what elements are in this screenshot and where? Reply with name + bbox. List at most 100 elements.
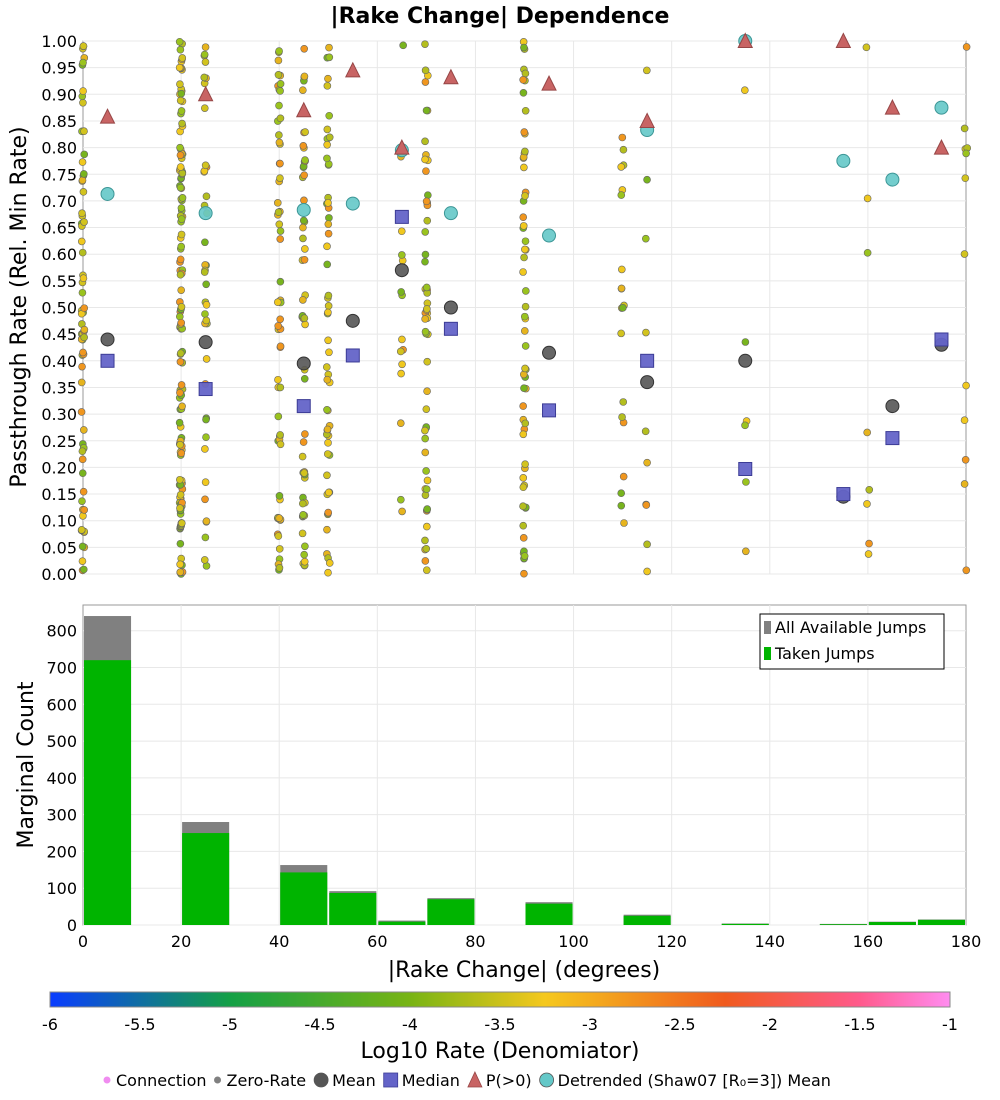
legend-item: Zero-Rate [214,1071,306,1090]
scatter-data-point [421,327,430,336]
median-marker [542,403,557,418]
scatter-data-point [79,348,87,357]
mean-icon [313,1072,329,1088]
scatter-data-point [960,250,969,258]
detrended-mean-marker [836,153,851,168]
scatter-data-point [519,502,527,511]
scatter-data-point [299,142,308,150]
median-marker [836,487,851,502]
scatter-data-point [323,425,332,434]
scatter-data-point [201,495,209,504]
scatter-data-point [176,183,185,192]
chart-title: |Rake Change| Dependence [331,4,670,29]
scatter-data-point [176,45,185,54]
scatter-data-point [643,175,651,184]
scatter-data-point [176,80,184,88]
scatter-data-point [325,43,333,52]
scatter-data-point [421,155,429,164]
legend-swatch-all-jumps [764,621,771,634]
legend-item: Median [383,1071,460,1090]
scatter-data-point [519,402,527,410]
scatter-data-point [619,472,628,481]
scatter-y-tick-label: 0.50 [41,299,77,318]
colorbar-tick-label: -2 [762,1015,778,1034]
scatter-data-point [962,566,971,575]
p-positive-marker [197,85,214,102]
scatter-data-point [619,398,628,406]
scatter-data-point [202,355,211,363]
detrended-mean-marker [885,172,900,187]
scatter-data-point [276,159,284,168]
scatter-data-point [421,228,430,236]
scatter-data-point [422,167,430,175]
scatter-data-point [618,133,627,142]
scatter-data-point [323,125,332,134]
scatter-data-point [78,248,87,257]
mean-marker [542,345,557,360]
scatter-y-tick-label: 0.70 [41,192,77,211]
scatter-data-point [960,124,969,133]
detrended-mean-marker [934,100,949,115]
scatter-data-point [78,158,87,166]
scatter-data-point [176,312,184,321]
histogram-bar-taken [182,833,230,925]
detrended-mean-icon [539,1072,555,1088]
scatter-data-point [863,194,872,203]
scatter-data-point [274,208,283,217]
scatter-data-point [324,74,332,83]
scatter-data-point [201,58,210,66]
scatter-data-point [519,89,528,97]
histogram-y-tick-label: 600 [46,695,77,714]
scatter-summary-markers [99,32,950,504]
median-marker [934,332,949,347]
scatter-data-point [324,336,332,345]
scatter-data-point [176,440,184,449]
scatter-data-point [397,419,405,428]
scatter-data-point [421,257,429,266]
scatter-data-point [423,476,432,485]
histogram-x-tick-label: 60 [367,932,387,951]
scatter-data-point [741,86,749,95]
scatter-data-point [298,452,307,461]
scatter-data-point [521,192,529,200]
scatter-data-point [521,106,530,115]
scatter-y-tick-label: 0.90 [41,85,77,104]
scatter-data-point [80,333,88,342]
scatter-data-point [422,405,431,413]
scatter-data-point [79,188,88,196]
mean-marker [738,353,753,368]
scatter-data-point [177,204,186,212]
median-marker [738,461,753,476]
scatter-data-point [520,327,529,335]
scatter-data-point [961,174,970,182]
scatter-data-point [176,270,185,279]
scatter-data-point [741,421,749,430]
scatter-data-point [200,73,209,82]
scatter-data-point [176,255,185,264]
scatter-data-point [275,564,284,572]
scatter-data-point [78,469,87,477]
scatter-data-point [398,335,406,344]
scatter-data-point [175,418,184,427]
histogram-x-tick-label: 0 [78,932,88,951]
histogram-bar-taken [721,923,769,925]
scatter-data-point [421,40,429,48]
scatter-data-point [80,304,89,312]
colorbar-tick-label: -3 [582,1015,598,1034]
scatter-data-point [301,128,309,136]
colorbar-label: Log10 Rate (Denomiator) [361,1039,640,1064]
scatter-data-point [80,127,88,136]
scatter-data-point [642,328,650,337]
scatter-data-point [521,302,530,311]
scatter-data-point [423,305,431,313]
scatter-data-point [178,519,186,527]
scatter-data-point [324,229,333,238]
scatter-data-point [202,433,210,441]
scatter-data-point [176,475,184,484]
detrended-mean-marker [443,206,458,221]
scatter-data-point [641,427,650,436]
scatter-data-point [324,199,332,207]
legend-item-label: Mean [332,1071,376,1090]
scatter-data-point [323,525,331,534]
scatter-data-point [423,387,431,396]
